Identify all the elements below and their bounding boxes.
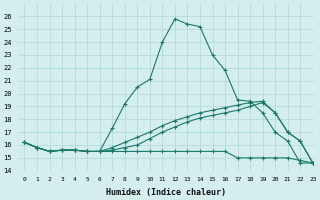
X-axis label: Humidex (Indice chaleur): Humidex (Indice chaleur) xyxy=(106,188,226,197)
